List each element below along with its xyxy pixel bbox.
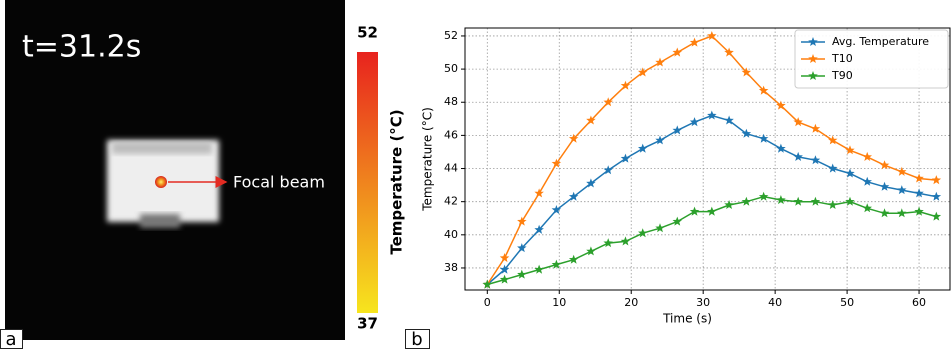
data-point bbox=[776, 195, 786, 204]
panel-label: b bbox=[411, 329, 422, 349]
y-tick-label: 40 bbox=[444, 228, 458, 241]
data-point bbox=[517, 270, 527, 279]
x-axis-label: Time (s) bbox=[662, 312, 712, 326]
data-point bbox=[552, 260, 562, 269]
y-tick-label: 44 bbox=[444, 162, 458, 175]
y-tick-label: 42 bbox=[444, 195, 458, 208]
data-point bbox=[845, 145, 855, 154]
x-tick-label: 40 bbox=[768, 296, 782, 309]
series-line bbox=[487, 116, 936, 285]
legend-label: T90 bbox=[831, 69, 853, 82]
data-point bbox=[811, 155, 821, 164]
data-point bbox=[759, 192, 769, 201]
data-point bbox=[569, 255, 579, 264]
data-point bbox=[621, 236, 631, 245]
colorbar bbox=[357, 52, 378, 313]
y-axis-label: Temperature (°C) bbox=[421, 107, 435, 212]
colorbar-title: Temperature (°C) bbox=[388, 109, 406, 254]
data-point bbox=[603, 238, 613, 247]
data-point bbox=[793, 197, 803, 206]
data-point bbox=[880, 182, 890, 191]
data-point bbox=[586, 246, 596, 255]
data-point bbox=[534, 265, 544, 274]
data-point bbox=[828, 164, 838, 173]
y-tick-label: 46 bbox=[444, 128, 458, 141]
y-tick-label: 38 bbox=[444, 261, 458, 274]
data-point bbox=[880, 208, 890, 217]
x-tick-label: 0 bbox=[484, 296, 491, 309]
data-point bbox=[863, 177, 873, 186]
data-point bbox=[655, 223, 665, 232]
x-tick-label: 10 bbox=[552, 296, 566, 309]
x-tick-label: 30 bbox=[696, 296, 710, 309]
data-point bbox=[517, 217, 527, 226]
data-point bbox=[863, 203, 873, 212]
panel-label-a: a bbox=[1, 329, 23, 349]
data-point bbox=[897, 167, 907, 176]
data-point bbox=[742, 197, 752, 206]
data-point bbox=[932, 212, 942, 221]
data-point bbox=[914, 174, 924, 183]
data-point bbox=[690, 117, 700, 126]
data-point bbox=[500, 275, 510, 284]
data-point bbox=[707, 111, 717, 120]
legend-label: Avg. Temperature bbox=[832, 35, 929, 48]
panel-label: a bbox=[5, 329, 16, 349]
data-point bbox=[845, 197, 855, 206]
x-tick-label: 20 bbox=[624, 296, 638, 309]
data-point bbox=[932, 192, 942, 201]
colorbar-tick-label: 37 bbox=[357, 315, 378, 333]
time-label: t=31.2s bbox=[22, 30, 141, 65]
data-point bbox=[534, 188, 544, 197]
y-tick-label: 48 bbox=[444, 95, 458, 108]
data-point bbox=[811, 197, 821, 206]
data-point bbox=[707, 207, 717, 216]
data-point bbox=[793, 152, 803, 161]
x-tick-label: 60 bbox=[912, 296, 926, 309]
data-point bbox=[655, 135, 665, 144]
data-point bbox=[845, 169, 855, 178]
thermal-image: t=31.2s Focal beam bbox=[5, 0, 345, 340]
data-point bbox=[500, 253, 510, 262]
panel-label-b: b bbox=[406, 329, 430, 349]
legend-label: T10 bbox=[831, 52, 853, 65]
y-tick-label: 50 bbox=[444, 62, 458, 75]
data-point bbox=[880, 160, 890, 169]
figure: t=31.2s Focal beam a b 37 52 Temperature (… bbox=[0, 0, 952, 349]
colorbar-tick-label: 52 bbox=[357, 24, 378, 42]
x-tick-label: 50 bbox=[840, 296, 854, 309]
data-point bbox=[673, 217, 683, 226]
data-point bbox=[897, 185, 907, 194]
data-point bbox=[897, 208, 907, 217]
data-point bbox=[638, 228, 648, 237]
y-tick-label: 52 bbox=[444, 29, 458, 42]
data-point bbox=[552, 205, 562, 214]
data-point bbox=[932, 175, 942, 184]
annotation: Focal beam bbox=[233, 173, 325, 192]
data-point bbox=[742, 129, 752, 138]
data-point bbox=[776, 144, 786, 153]
data-point bbox=[863, 152, 873, 161]
